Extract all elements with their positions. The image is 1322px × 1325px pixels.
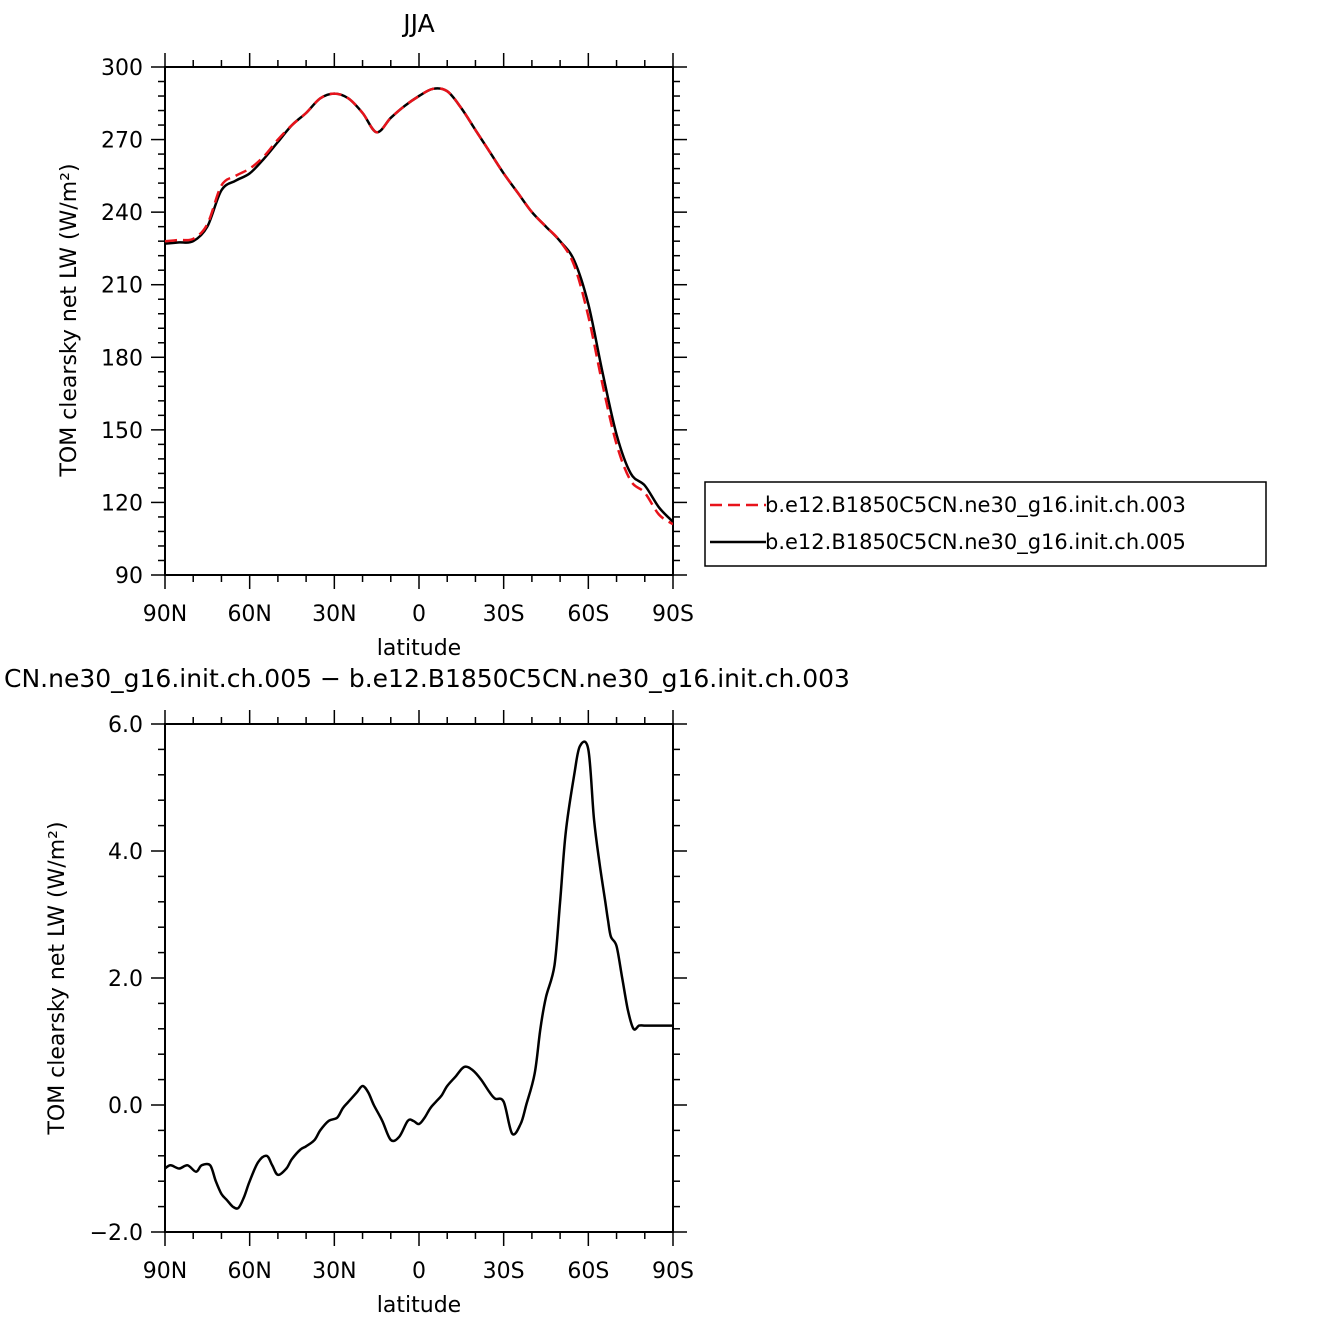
- bottom-x-axis-label: latitude: [377, 1293, 461, 1318]
- plot-frame: [164, 66, 674, 576]
- series-line-0: [165, 740, 673, 1210]
- y-tick-label: 180: [101, 346, 143, 371]
- x-tick-label: 30S: [483, 1259, 525, 1284]
- x-tick-label: 30N: [312, 602, 356, 627]
- legend-entry-series-003: b.e12.B1850C5CN.ne30_g16.init.ch.003: [765, 493, 1186, 518]
- y-tick-label: 150: [101, 419, 143, 444]
- x-tick-label: 30N: [312, 1259, 356, 1284]
- series-line-0: [165, 87, 673, 526]
- x-tick-label: 60N: [227, 602, 271, 627]
- y-tick-label: 240: [101, 201, 143, 226]
- x-tick-label: 60N: [227, 1259, 271, 1284]
- y-tick-label: 6.0: [108, 713, 143, 738]
- bottom-plot-area: −2.0 0.0 2.0 4.0 6.0 90N 60N 30N 0 30S 60S 90S: [90, 710, 694, 1284]
- x-tick-label: 90S: [652, 1259, 694, 1284]
- top-panel: JJA 90 120 150 180 210 240 270 300 90N 60N 30N 0 30S…: [57, 9, 1267, 661]
- x-tick-label: 60S: [567, 602, 609, 627]
- legend-box: [704, 481, 1267, 567]
- bottom-panel: CN.ne30_g16.init.ch.005 − b.e12.B1850C5C…: [4, 664, 850, 1318]
- top-chart-title: JJA: [401, 9, 434, 38]
- x-tick-label: 90N: [143, 602, 187, 627]
- top-y-axis-label: TOM clearsky net LW (W/m²): [57, 163, 82, 477]
- series-line-1: [165, 87, 673, 523]
- y-tick-label: 0.0: [108, 1094, 143, 1119]
- x-tick-label: 0: [412, 1259, 426, 1284]
- top-plot-area: 90 120 150 180 210 240 270 300 90N 60N 30N 0 30S 60S 9…: [101, 53, 694, 627]
- x-tick-label: 0: [412, 602, 426, 627]
- legend: b.e12.B1850C5CN.ne30_g16.init.ch.003 b.e…: [704, 481, 1267, 567]
- bottom-y-axis-label: TOM clearsky net LW (W/m²): [45, 821, 70, 1135]
- x-tick-label: 90N: [143, 1259, 187, 1284]
- y-tick-label: 300: [101, 56, 143, 81]
- y-tick-label: −2.0: [90, 1221, 143, 1246]
- plot-frame: [164, 723, 674, 1233]
- x-tick-label: 60S: [567, 1259, 609, 1284]
- bottom-chart-title: CN.ne30_g16.init.ch.005 − b.e12.B1850C5C…: [4, 664, 850, 693]
- y-tick-label: 210: [101, 274, 143, 299]
- top-x-axis-label: latitude: [377, 636, 461, 661]
- y-tick-label: 90: [115, 564, 143, 589]
- legend-entry-series-005: b.e12.B1850C5CN.ne30_g16.init.ch.005: [765, 530, 1186, 555]
- y-tick-label: 120: [101, 491, 143, 516]
- x-tick-label: 30S: [483, 602, 525, 627]
- y-tick-label: 2.0: [108, 967, 143, 992]
- y-tick-label: 4.0: [108, 840, 143, 865]
- y-tick-label: 270: [101, 129, 143, 154]
- x-tick-label: 90S: [652, 602, 694, 627]
